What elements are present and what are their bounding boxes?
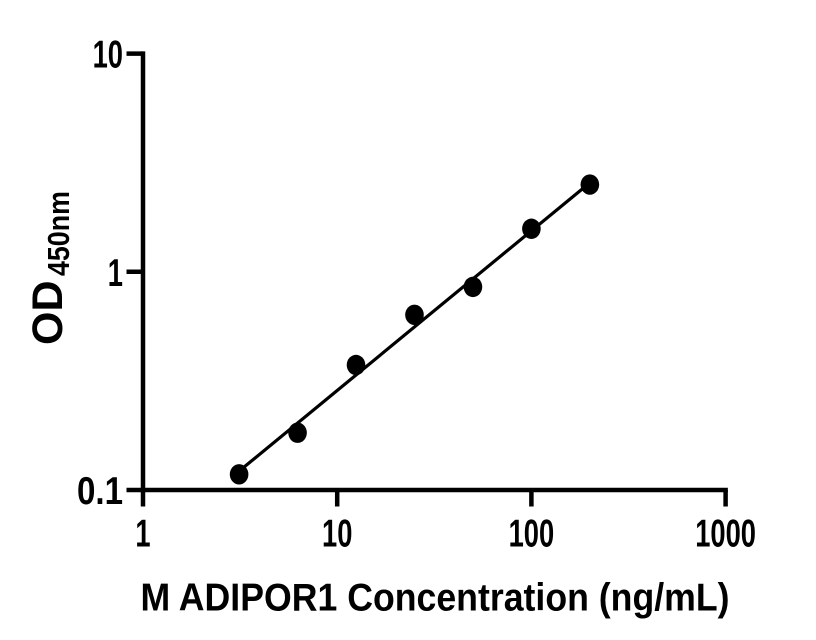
y-tick-label: 0.1 <box>77 470 123 513</box>
x-tick-label: 1000 <box>695 513 756 556</box>
data-point <box>229 464 249 485</box>
x-axis-title: M ADIPOR1 Concentration (ng/mL) <box>141 577 730 620</box>
y-tick-label: 10 <box>93 34 123 77</box>
data-point <box>288 422 307 443</box>
data-point <box>580 174 600 195</box>
data-point <box>405 304 424 326</box>
x-tick-label: 100 <box>509 513 555 556</box>
data-point <box>522 218 541 239</box>
y-axis-title-subscript: 450nm <box>41 191 76 276</box>
y-tick-label: 1 <box>108 252 123 295</box>
plot-area: 0.1 1 10 1 10 100 1000 <box>77 34 756 556</box>
y-axis-title-main: OD <box>24 280 72 345</box>
x-tick-label: 1 <box>135 513 150 556</box>
data-point <box>463 276 483 298</box>
x-tick-label: 10 <box>322 513 352 556</box>
y-axis-title: OD 450nm <box>24 191 76 345</box>
data-point <box>346 354 366 376</box>
